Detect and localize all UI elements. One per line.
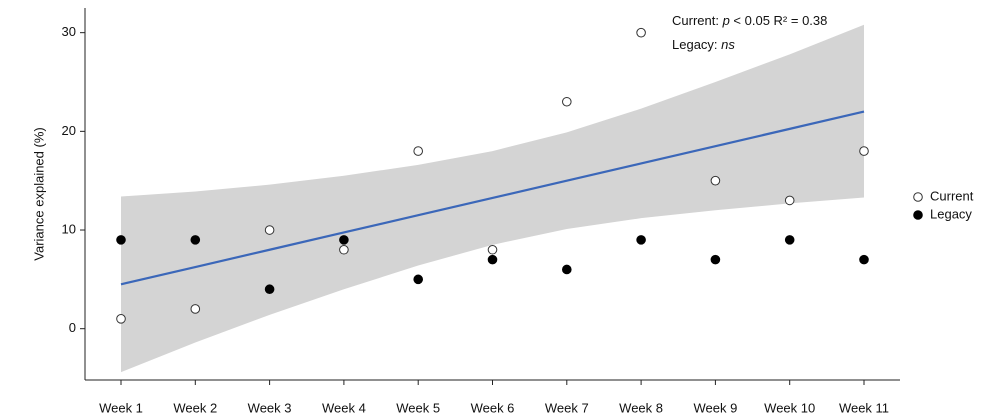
data-point — [487, 254, 498, 265]
x-tick-label: Week 10 — [764, 400, 815, 415]
data-point — [264, 284, 275, 295]
y-tick-label: 10 — [62, 221, 76, 236]
data-point — [413, 146, 424, 156]
data-point — [859, 146, 869, 156]
data-point — [636, 27, 646, 38]
y-tick-label: 20 — [62, 123, 76, 138]
y-tick-label: 30 — [62, 24, 76, 39]
data-point — [190, 235, 201, 245]
x-tick-label: Week 8 — [619, 400, 663, 415]
data-point — [562, 264, 572, 275]
data-point — [859, 254, 869, 265]
annotation: Current: p < 0.05 R² = 0.38 — [672, 13, 827, 28]
data-point — [636, 235, 646, 245]
data-point — [710, 175, 721, 186]
legend-marker — [913, 210, 923, 220]
legend-label: Current — [930, 188, 974, 203]
annotation-part: Legacy: — [672, 37, 721, 52]
data-point — [264, 225, 275, 235]
fit-line — [120, 110, 865, 286]
x-tick-label: Week 9 — [693, 400, 737, 415]
x-tick-label: Week 7 — [545, 400, 589, 415]
x-tick-label: Week 2 — [173, 400, 217, 415]
data-point — [413, 274, 424, 285]
x-tick-label: Week 1 — [99, 400, 143, 415]
y-tick-label: 0 — [69, 320, 76, 335]
annotation-part: p — [722, 13, 730, 28]
annotation: Legacy: ns — [672, 37, 735, 52]
data-point — [339, 235, 349, 245]
legend-marker — [913, 192, 923, 202]
x-tick-label: Week 6 — [471, 400, 515, 415]
y-axis-label: Variance explained (%) — [31, 127, 46, 260]
data-point — [116, 314, 126, 324]
data-point — [487, 244, 498, 255]
x-tick-label: Week 3 — [248, 400, 292, 415]
x-tick-label: Week 11 — [839, 400, 889, 415]
data-point — [339, 244, 349, 255]
data-point — [784, 195, 795, 206]
data-point — [562, 96, 572, 107]
data-point — [784, 235, 795, 245]
annotation-part: ns — [721, 37, 735, 52]
annotation-part: Current: — [672, 13, 723, 28]
x-tick-label: Week 5 — [396, 400, 440, 415]
x-tick-label: Week 4 — [322, 400, 366, 415]
data-point — [116, 235, 126, 245]
legend-label: Legacy — [930, 206, 972, 221]
annotation-part: < 0.05 R² = 0.38 — [730, 13, 828, 28]
data-point — [190, 304, 201, 314]
data-point — [710, 254, 721, 265]
